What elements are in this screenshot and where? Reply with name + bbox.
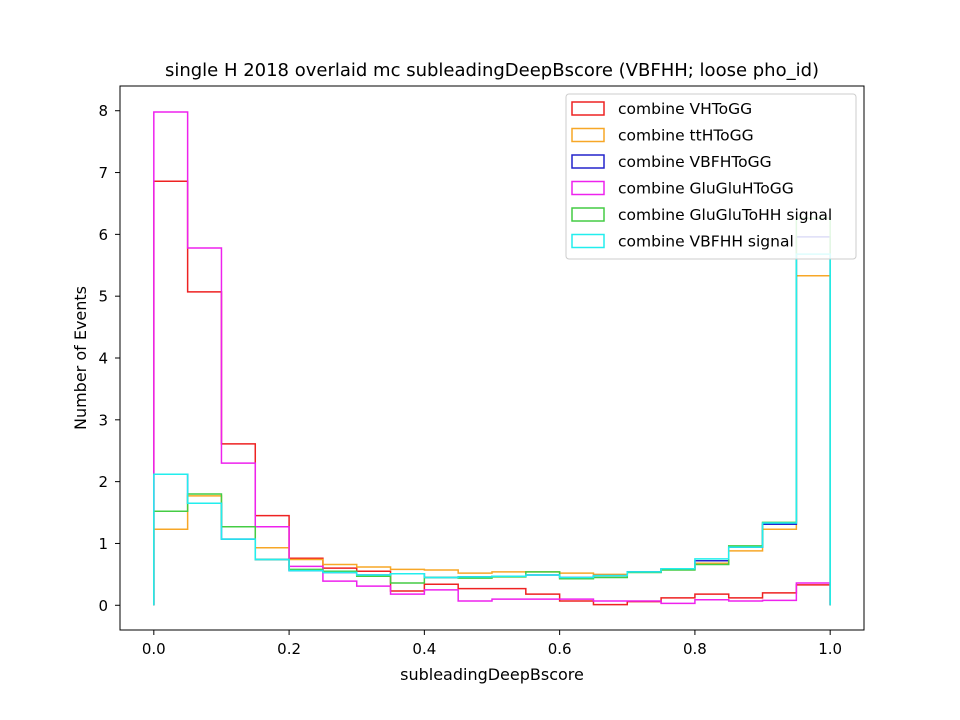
legend-label-5: combine VBFHH signal — [618, 233, 794, 251]
y-tick-label: 2 — [98, 473, 108, 491]
legend-label-2: combine VBFHToGG — [618, 153, 772, 171]
y-tick-label: 5 — [98, 288, 108, 306]
chart-title: single H 2018 overlaid mc subleadingDeep… — [165, 60, 819, 81]
legend-swatch-4 — [571, 207, 605, 222]
x-axis-ticks: 0.0 0.2 0.4 0.6 0.8 1.0 — [142, 630, 842, 658]
legend: combine VHToGG combine ttHToGG combine VBF… — [565, 93, 857, 260]
legend-box — [565, 93, 857, 260]
y-tick-label: 0 — [98, 597, 108, 615]
y-tick-label: 1 — [98, 535, 108, 553]
x-tick-label: 0.2 — [277, 640, 301, 658]
legend-swatch-5 — [571, 233, 605, 249]
x-axis-title: subleadingDeepBscore — [400, 665, 584, 684]
legend-swatch-1 — [571, 127, 605, 143]
x-tick-label: 0.4 — [412, 640, 436, 658]
legend-swatch-0 — [571, 101, 605, 116]
legend-label-1: combine ttHToGG — [618, 127, 754, 145]
y-axis-title: Number of Events — [71, 286, 90, 430]
legend-swatch-2 — [571, 154, 605, 169]
legend-swatch-3 — [571, 180, 605, 196]
series-line-5 — [153, 253, 831, 606]
legend-label-0: combine VHToGG — [618, 100, 752, 118]
y-axis-ticks: 0 1 2 3 4 5 6 7 8 — [98, 102, 120, 615]
legend-label-4: combine GluGluToHH signal — [618, 206, 832, 224]
y-tick-label: 6 — [98, 226, 108, 244]
y-tick-label: 8 — [98, 102, 108, 120]
x-tick-label: 0.6 — [548, 640, 572, 658]
x-tick-label: 1.0 — [818, 640, 842, 658]
y-tick-label: 4 — [98, 350, 108, 368]
y-tick-label: 3 — [98, 411, 108, 429]
y-tick-label: 7 — [98, 164, 108, 182]
series-line-3 — [153, 111, 831, 606]
x-tick-label: 0.0 — [142, 640, 166, 658]
legend-label-3: combine GluGluHToGG — [618, 180, 794, 198]
x-tick-label: 0.8 — [683, 640, 707, 658]
